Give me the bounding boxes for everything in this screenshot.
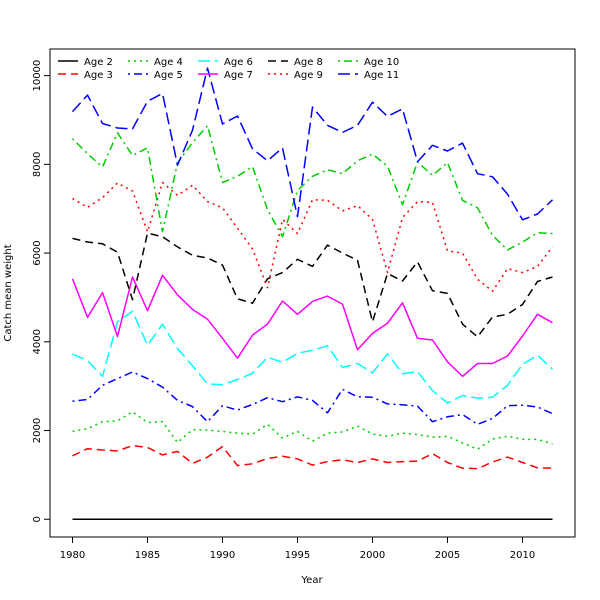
y-tick-label-6000: 6000	[32, 240, 43, 265]
series-line-3	[72, 411, 553, 450]
x-tick-label-1980: 1980	[60, 550, 85, 561]
series-layer	[71, 67, 554, 521]
series-line-4	[72, 371, 553, 426]
series-line-10	[71, 67, 554, 221]
legend-label-2: Age 3	[84, 70, 113, 81]
x-tick-label-1990: 1990	[210, 550, 235, 561]
legend-label-1: Age 2	[84, 57, 113, 68]
y-tick-label-8000: 8000	[32, 152, 43, 177]
legend-label-10: Age 11	[364, 70, 399, 81]
y-tick-label-4000: 4000	[32, 329, 43, 354]
legend-label-4: Age 5	[154, 70, 183, 81]
x-tick-label-2000: 2000	[360, 550, 385, 561]
series-line-9	[71, 124, 553, 251]
legend: Age 2 Age 3 Age 4 Age 5 Age 6 Age 7 Age 8 Age 9…	[58, 57, 399, 81]
legend-label-9: Age 10	[364, 57, 399, 68]
x-tick-label-1995: 1995	[285, 550, 310, 561]
series-line-7	[72, 232, 553, 338]
legend-label-5: Age 6	[224, 57, 253, 68]
x-tick-label-1985: 1985	[135, 550, 160, 561]
legend-label-8: Age 9	[294, 70, 323, 81]
legend-label-7: Age 8	[294, 57, 323, 68]
y-tick-label-10000: 10000	[32, 60, 43, 92]
x-axis-title: Year	[300, 575, 323, 586]
series-line-6	[71, 274, 553, 378]
y-axis-title: Catch mean weight	[3, 244, 14, 341]
x-tick-label-2010: 2010	[510, 550, 535, 561]
x-axis: 1980 1985 1990 1995 2000 2005 2010	[60, 537, 535, 561]
series-line-5	[72, 310, 554, 404]
y-tick-label-0: 0	[32, 516, 43, 522]
x-tick-label-2005: 2005	[435, 550, 460, 561]
legend-label-3: Age 4	[154, 57, 183, 68]
series-line-8	[72, 181, 554, 292]
y-axis: 0 2000 4000 6000 8000 10000	[32, 60, 50, 522]
legend-label-6: Age 7	[224, 70, 253, 81]
y-tick-label-2000: 2000	[32, 418, 43, 443]
series-line-2	[72, 444, 553, 470]
plot-frame	[49, 48, 576, 538]
